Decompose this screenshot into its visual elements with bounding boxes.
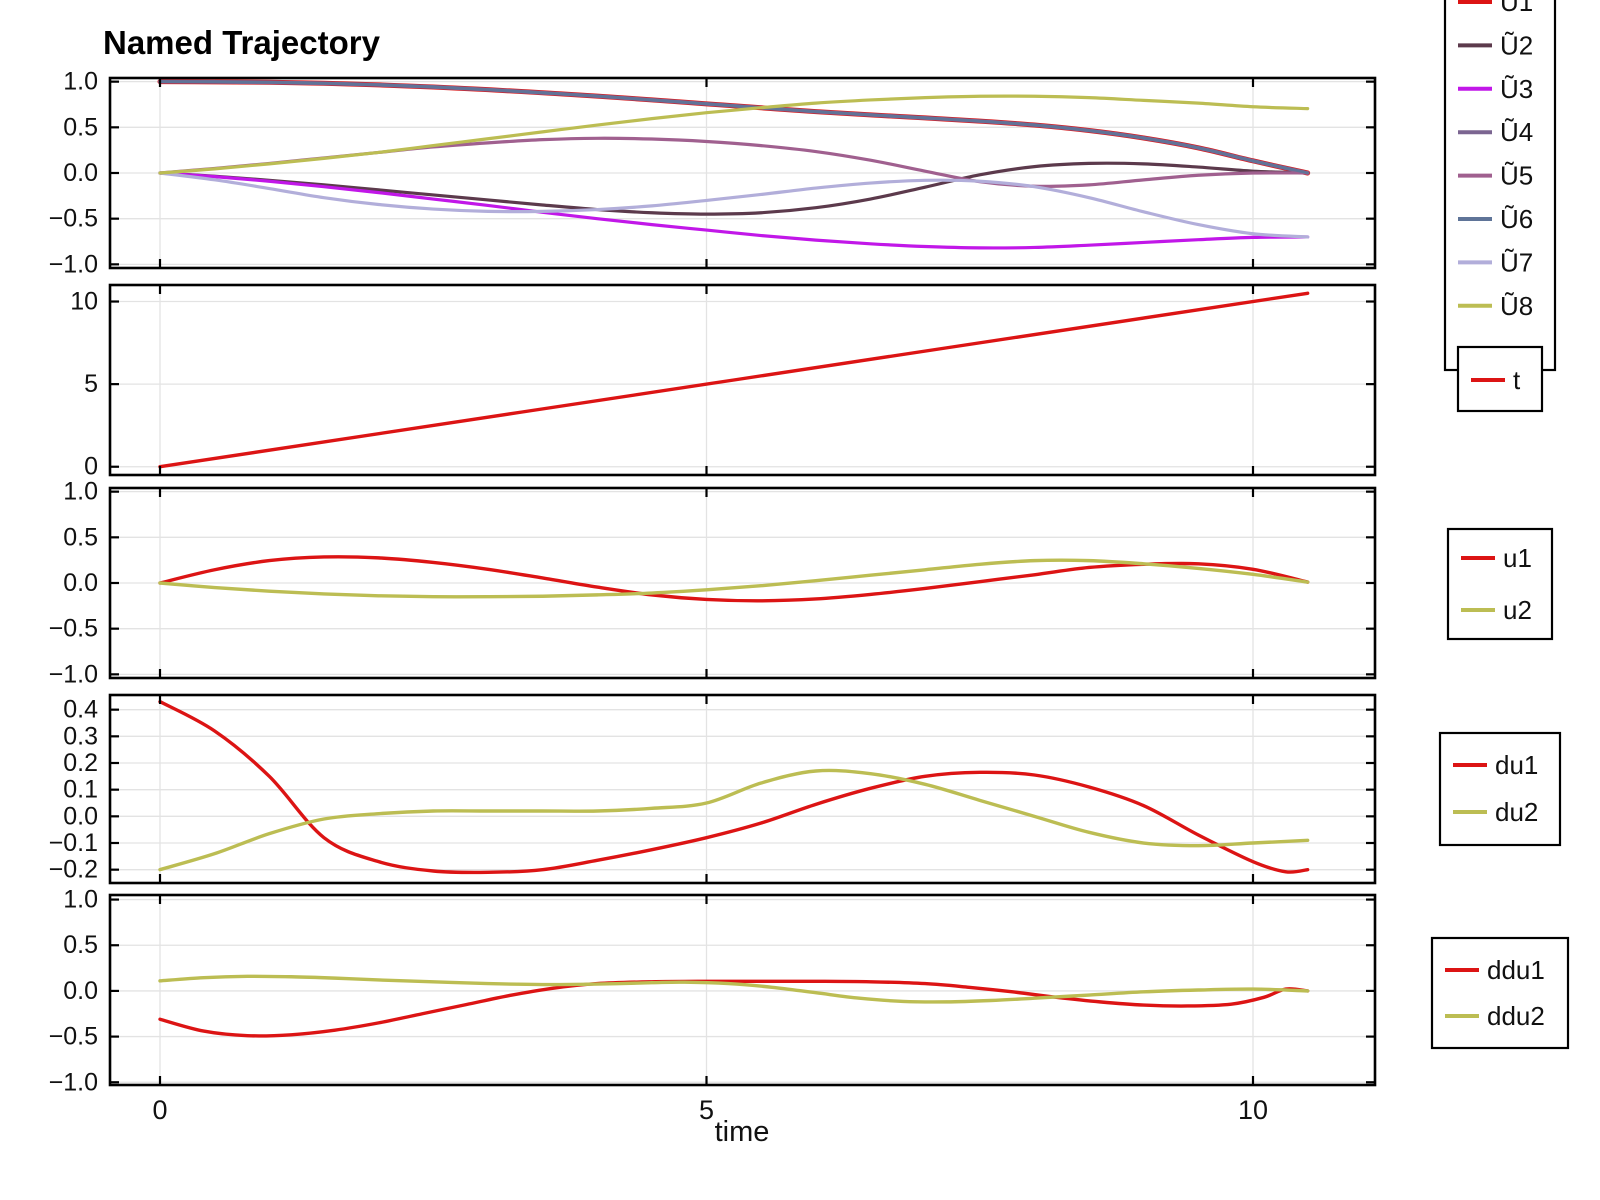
y-tick-label: 0.5 xyxy=(63,931,98,959)
y-tick-label: 0.5 xyxy=(63,113,98,141)
y-tick-label: −1.0 xyxy=(49,660,98,688)
legend-label-Ũ6: Ũ6 xyxy=(1500,204,1533,234)
series-line-u1 xyxy=(158,555,1310,603)
legend-label-t: t xyxy=(1513,365,1521,395)
x-axis-label: time xyxy=(714,1116,770,1148)
y-tick-label: 0.0 xyxy=(63,159,98,187)
legend-label-Ũ8: Ũ8 xyxy=(1500,291,1533,321)
y-tick-label: −0.2 xyxy=(49,856,98,884)
y-tick-label: 0.3 xyxy=(63,722,98,750)
legend-label-Ũ3: Ũ3 xyxy=(1500,74,1533,104)
y-tick-label: 1.0 xyxy=(63,886,98,914)
y-tick-label: −1.0 xyxy=(49,250,98,278)
series-line-Ũ3 xyxy=(158,171,1310,250)
legend-box xyxy=(1430,936,1570,1050)
legend-label-Ũ4: Ũ4 xyxy=(1500,117,1533,147)
legend-label-ddu2: ddu2 xyxy=(1487,1001,1545,1031)
series-line-du2 xyxy=(158,768,1310,872)
legend-box xyxy=(1446,527,1554,641)
y-tick-label: 0.0 xyxy=(63,569,98,597)
legend-label-du2: du2 xyxy=(1495,797,1538,827)
plot-frame xyxy=(108,283,1377,477)
y-tick-label: −0.1 xyxy=(49,829,98,857)
series-line-Ũ8 xyxy=(158,94,1310,175)
y-tick-label: −1.0 xyxy=(49,1068,98,1096)
x-tick-label: 0 xyxy=(152,1095,167,1125)
y-tick-label: 5 xyxy=(84,370,98,398)
y-tick-label: 1.0 xyxy=(63,68,98,96)
y-tick-label: 0.4 xyxy=(63,696,98,724)
legend-label-ddu1: ddu1 xyxy=(1487,955,1545,985)
y-tick-label: 0.0 xyxy=(63,977,98,1005)
x-tick-label: 5 xyxy=(699,1095,714,1125)
legend-box xyxy=(1438,731,1562,847)
legend-label-Ũ2: Ũ2 xyxy=(1500,30,1533,60)
series-line-ddu2 xyxy=(158,974,1310,1004)
legend-label-Ũ5: Ũ5 xyxy=(1500,161,1533,191)
series-line-Ũ2 xyxy=(158,161,1310,216)
legend-label-u2: u2 xyxy=(1503,595,1532,625)
y-tick-label: 0.2 xyxy=(63,749,98,777)
series-line-Ũ6 xyxy=(158,80,1309,175)
y-tick-label: −0.5 xyxy=(49,1023,98,1051)
y-tick-label: −0.5 xyxy=(49,205,98,233)
legend-label-du1: du1 xyxy=(1495,750,1538,780)
y-tick-label: 0.0 xyxy=(63,802,98,830)
series-line-t xyxy=(158,291,1310,469)
y-tick-label: 0 xyxy=(84,453,98,481)
legend-label-Ũ7: Ũ7 xyxy=(1500,247,1533,277)
y-tick-label: 0.1 xyxy=(63,776,98,804)
y-tick-label: 10 xyxy=(70,288,98,316)
y-tick-label: −0.5 xyxy=(49,615,98,643)
series-line-du1 xyxy=(158,699,1310,875)
x-tick-label: 10 xyxy=(1238,1095,1268,1125)
series-line-ddu1 xyxy=(158,979,1310,1038)
y-tick-label: 1.0 xyxy=(63,478,98,506)
series-line-u2 xyxy=(158,558,1310,599)
legend-label-Ũ1: Ũ1 xyxy=(1500,0,1533,17)
chart-title: Named Trajectory xyxy=(103,24,380,61)
y-tick-label: 0.5 xyxy=(63,523,98,551)
series-line-Ũ7 xyxy=(158,171,1310,239)
legend-label-u1: u1 xyxy=(1503,543,1532,573)
